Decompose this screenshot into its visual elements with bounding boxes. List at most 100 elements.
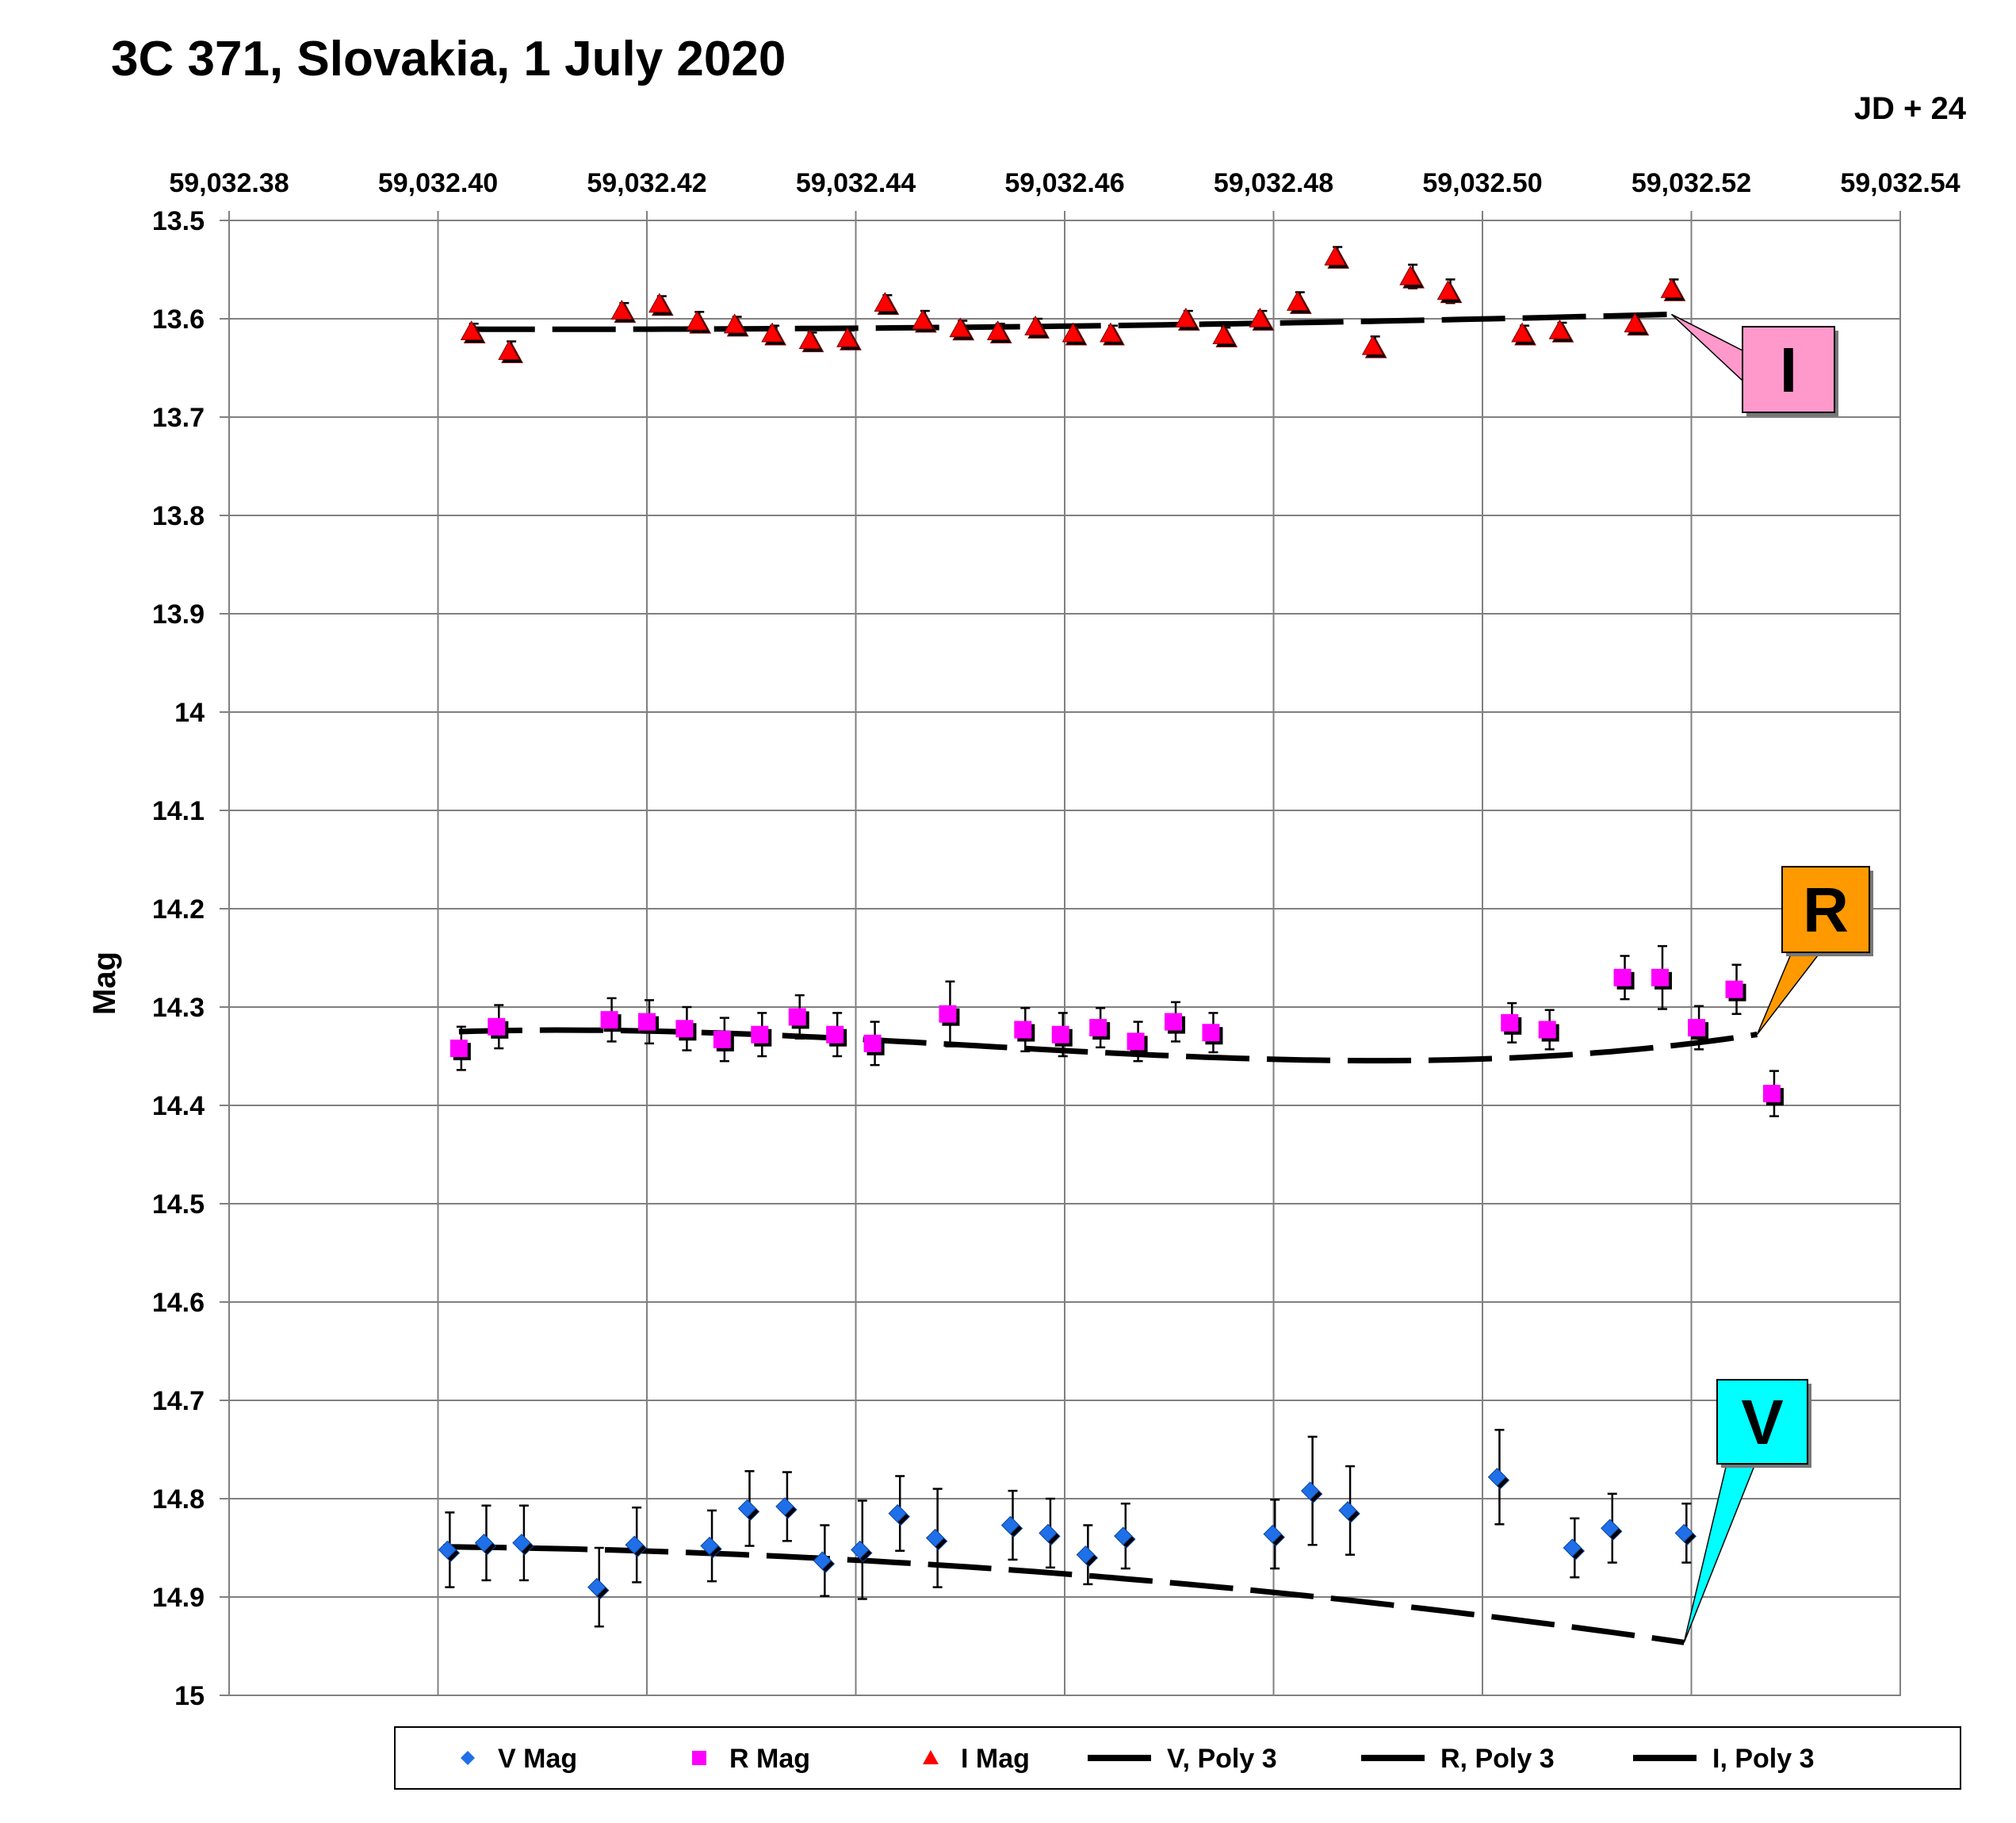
data-point-i xyxy=(1361,335,1384,355)
x-tick-label: 59,032.44 xyxy=(796,168,916,198)
data-point-v xyxy=(1263,1524,1282,1544)
data-point-v xyxy=(1601,1519,1620,1538)
data-point-r xyxy=(1501,1013,1519,1032)
data-point-v xyxy=(1563,1538,1582,1557)
callout-box-v xyxy=(1716,1379,1808,1465)
data-point-v xyxy=(1000,1515,1020,1535)
legend-swatch-i-mag xyxy=(923,1750,939,1764)
data-point-i xyxy=(1062,322,1085,343)
data-point-r xyxy=(751,1025,769,1044)
y-tick-label: 13.6 xyxy=(152,304,205,335)
data-point-v xyxy=(438,1540,457,1560)
data-point-r xyxy=(1538,1021,1556,1039)
data-point-r xyxy=(1165,1013,1183,1031)
data-point-i xyxy=(648,293,671,313)
data-point-r xyxy=(863,1034,882,1052)
callout-label-v: V xyxy=(1741,1387,1783,1457)
data-point-i xyxy=(1624,312,1647,333)
data-point-i xyxy=(874,292,897,312)
data-point-i xyxy=(686,310,709,331)
x-unit-note: JD + 24 xyxy=(1854,91,1967,126)
data-point-v xyxy=(775,1497,794,1516)
data-point-r xyxy=(939,1005,957,1023)
callout-box-i xyxy=(1742,326,1835,413)
data-point-v xyxy=(1338,1501,1357,1520)
x-tick-label: 59,032.46 xyxy=(1004,168,1124,198)
y-tick-label: 14.5 xyxy=(152,1189,205,1220)
data-point-v xyxy=(813,1551,832,1570)
data-point-i xyxy=(1212,324,1235,344)
plot-area: 59,032.38 59,032.40 59,032.42 59,032.44 59,0… xyxy=(152,168,1961,1711)
x-tick-label: 59,032.54 xyxy=(1840,168,1960,198)
data-point-i xyxy=(1286,290,1309,311)
legend-label-v-mag: V Mag xyxy=(498,1744,577,1774)
y-tick-label: 14.6 xyxy=(152,1288,205,1318)
data-point-r xyxy=(826,1025,844,1044)
data-point-r xyxy=(1762,1085,1781,1103)
y-tick-label: 14.7 xyxy=(152,1386,205,1416)
data-point-i xyxy=(1548,319,1571,339)
data-point-r xyxy=(449,1040,468,1058)
data-point-r xyxy=(1127,1032,1145,1051)
data-point-v xyxy=(625,1535,644,1554)
y-tick-label: 14.1 xyxy=(152,796,205,826)
legend-swatch-v-mag xyxy=(461,1751,475,1765)
data-point-r xyxy=(1014,1021,1032,1039)
legend: V Mag R Mag I Mag V, Poly 3 R, Poly 3 I, Poly… xyxy=(394,1726,1961,1790)
data-point-r xyxy=(1613,968,1632,986)
data-point-v xyxy=(925,1528,945,1548)
data-point-i xyxy=(1399,265,1421,285)
data-point-r xyxy=(638,1013,656,1031)
x-tick-label: 59,032.42 xyxy=(587,168,706,198)
data-point-r xyxy=(713,1030,731,1048)
data-point-v xyxy=(1076,1545,1096,1564)
data-point-i xyxy=(1660,278,1683,298)
x-tick-label: 59,032.50 xyxy=(1422,168,1542,198)
data-point-v xyxy=(587,1577,606,1597)
data-point-v xyxy=(737,1499,757,1519)
data-point-r xyxy=(1725,980,1743,998)
data-point-i xyxy=(836,327,859,347)
data-point-i xyxy=(498,339,520,360)
data-point-v xyxy=(1114,1526,1133,1545)
data-point-r xyxy=(1089,1019,1107,1037)
callout-label-r: R xyxy=(1803,875,1849,945)
y-tick-label: 13.9 xyxy=(152,599,205,630)
data-point-i xyxy=(1436,280,1459,301)
data-point-r xyxy=(1202,1024,1220,1042)
data-point-i xyxy=(1024,315,1046,335)
fit-line-v xyxy=(443,1544,1685,1645)
data-point-i xyxy=(1511,322,1533,343)
y-tick-label: 14.8 xyxy=(152,1484,205,1515)
legend-label-r-mag: R Mag xyxy=(729,1744,810,1774)
data-point-i xyxy=(1174,307,1197,327)
callout-box-r xyxy=(1781,866,1870,953)
data-point-i xyxy=(761,322,783,343)
data-point-r xyxy=(488,1017,506,1036)
data-point-r xyxy=(600,1011,618,1029)
y-axis-label: Mag xyxy=(87,952,122,1015)
y-tick-label: 14.9 xyxy=(152,1583,205,1613)
data-point-i xyxy=(460,320,483,341)
y-tick-label: 14.3 xyxy=(152,993,205,1023)
data-point-r xyxy=(675,1020,694,1038)
y-tick-label: 14.2 xyxy=(152,894,205,925)
y-tick-label: 15 xyxy=(174,1681,205,1711)
data-point-r xyxy=(1688,1019,1706,1037)
data-point-i xyxy=(1324,245,1347,266)
data-point-i xyxy=(723,313,746,334)
data-point-r xyxy=(1051,1025,1069,1044)
x-tick-label: 59,032.48 xyxy=(1214,168,1333,198)
y-tick-label: 14 xyxy=(174,698,205,728)
data-point-v xyxy=(700,1536,719,1556)
fit-line-r xyxy=(458,1027,1758,1064)
legend-label-r-poly-3: R, Poly 3 xyxy=(1440,1744,1555,1774)
legend-box xyxy=(394,1726,1961,1790)
data-point-v xyxy=(1674,1523,1693,1543)
data-point-r xyxy=(1651,968,1669,986)
legend-swatch-r-mag xyxy=(692,1751,706,1765)
y-tick-label: 14.4 xyxy=(152,1091,205,1121)
x-tick-label: 59,032.38 xyxy=(169,168,289,198)
legend-label-i-poly-3: I, Poly 3 xyxy=(1712,1744,1815,1774)
